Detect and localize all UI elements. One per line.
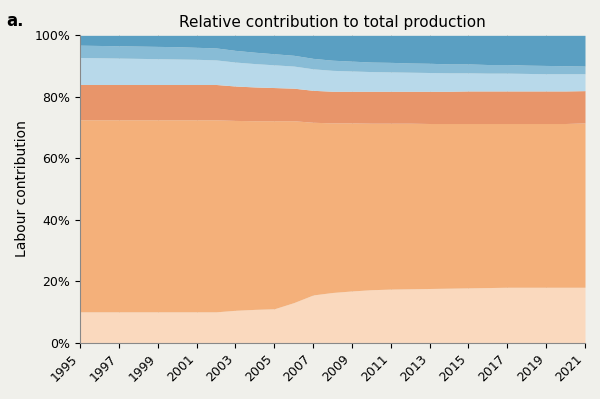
Title: Relative contribution to total production: Relative contribution to total productio… xyxy=(179,15,486,30)
Y-axis label: Labour contribution: Labour contribution xyxy=(15,120,29,257)
Text: a.: a. xyxy=(6,12,23,30)
